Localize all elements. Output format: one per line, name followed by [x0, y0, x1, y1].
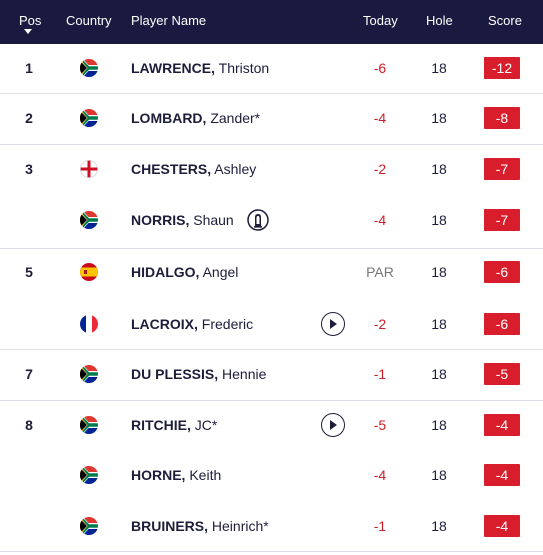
hole-number: 18 — [431, 366, 447, 382]
today-score: -1 — [373, 518, 387, 534]
spain-flag-icon — [80, 263, 98, 281]
south-africa-flag-icon — [80, 365, 98, 383]
player-first-name: Hennie — [218, 366, 267, 382]
row-divider — [0, 248, 543, 249]
hole-number: 18 — [431, 264, 447, 280]
player-surname: LACROIX, — [131, 316, 198, 332]
today-score: -6 — [373, 60, 387, 76]
player-first-name: Keith — [185, 467, 222, 483]
hole-number: 18 — [431, 467, 447, 483]
hole-number: 18 — [431, 518, 447, 534]
south-africa-flag-icon — [80, 59, 98, 77]
player-surname: HIDALGO, — [131, 264, 200, 280]
play-video-icon[interactable] — [321, 413, 345, 437]
player-first-name: Zander* — [206, 110, 261, 126]
south-africa-flag-icon — [80, 416, 98, 434]
hole-number: 18 — [431, 110, 447, 126]
player-name[interactable]: RITCHIE, JC* — [131, 416, 217, 434]
player-first-name: Ashley — [211, 161, 257, 177]
south-africa-flag-icon — [80, 211, 98, 229]
player-column-header[interactable]: Player Name — [131, 13, 207, 28]
total-score-badge: -6 — [484, 261, 520, 283]
player-name[interactable]: BRUINERS, Heinrich* — [131, 517, 269, 535]
today-score: -2 — [373, 316, 387, 332]
france-flag-icon — [80, 315, 98, 333]
player-first-name: Frederic — [197, 316, 254, 332]
position-label: 8 — [25, 417, 33, 433]
past-champion-icon — [247, 209, 269, 231]
today-score: -4 — [373, 467, 387, 483]
hole-number: 18 — [431, 417, 447, 433]
today-score: PAR — [366, 264, 394, 280]
hole-number: 18 — [431, 316, 447, 332]
sort-down-icon[interactable] — [24, 29, 32, 34]
player-first-name: Thriston — [215, 60, 270, 76]
hole-number: 18 — [431, 60, 447, 76]
score-column-header[interactable]: Score — [488, 13, 522, 28]
row-divider — [0, 400, 543, 401]
country-column-header[interactable]: Country — [66, 13, 112, 28]
pos-column-header[interactable]: Pos — [19, 13, 41, 34]
player-name[interactable]: NORRIS, Shaun — [131, 211, 234, 229]
player-surname: BRUINERS, — [131, 518, 209, 534]
play-video-icon[interactable] — [321, 312, 345, 336]
player-name[interactable]: HORNE, Keith — [131, 466, 221, 484]
player-name[interactable]: LOMBARD, Zander* — [131, 109, 260, 127]
player-surname: HORNE, — [131, 467, 186, 483]
south-africa-flag-icon — [80, 466, 98, 484]
total-score-badge: -5 — [484, 363, 520, 385]
player-surname: NORRIS, — [131, 212, 190, 228]
position-label: 2 — [25, 110, 33, 126]
row-divider — [0, 349, 543, 350]
total-score-badge: -4 — [484, 515, 520, 537]
position-label: 5 — [25, 264, 33, 280]
south-africa-flag-icon — [80, 517, 98, 535]
total-score-badge: -12 — [484, 57, 520, 79]
total-score-badge: -4 — [484, 414, 520, 436]
player-name[interactable]: LACROIX, Frederic — [131, 315, 253, 333]
position-label: 7 — [25, 366, 33, 382]
total-score-badge: -4 — [484, 464, 520, 486]
hole-number: 18 — [431, 161, 447, 177]
leaderboard-header: Pos Country Player Name Today Hole Score — [0, 0, 543, 44]
today-score: -1 — [373, 366, 387, 382]
hole-column-header[interactable]: Hole — [426, 13, 453, 28]
player-first-name: JC* — [190, 417, 218, 433]
player-first-name: Angel — [199, 264, 239, 280]
player-name[interactable]: CHESTERS, Ashley — [131, 160, 256, 178]
row-divider — [0, 551, 543, 552]
total-score-badge: -7 — [484, 158, 520, 180]
today-column-header[interactable]: Today — [363, 13, 398, 28]
player-surname: LAWRENCE, — [131, 60, 215, 76]
today-score: -4 — [373, 110, 387, 126]
player-name[interactable]: HIDALGO, Angel — [131, 263, 238, 281]
south-africa-flag-icon — [80, 109, 98, 127]
player-first-name: Shaun — [189, 212, 234, 228]
today-score: -2 — [373, 161, 387, 177]
total-score-badge: -6 — [484, 313, 520, 335]
position-label: 3 — [25, 161, 33, 177]
player-name[interactable]: LAWRENCE, Thriston — [131, 59, 269, 77]
player-name[interactable]: DU PLESSIS, Hennie — [131, 365, 266, 383]
player-surname: DU PLESSIS, — [131, 366, 219, 382]
row-divider — [0, 93, 543, 94]
today-score: -4 — [373, 212, 387, 228]
player-surname: LOMBARD, — [131, 110, 207, 126]
player-first-name: Heinrich* — [208, 518, 269, 534]
today-score: -5 — [373, 417, 387, 433]
hole-number: 18 — [431, 212, 447, 228]
row-divider — [0, 144, 543, 145]
player-surname: CHESTERS, — [131, 161, 212, 177]
player-surname: RITCHIE, — [131, 417, 191, 433]
total-score-badge: -7 — [484, 209, 520, 231]
england-flag-icon — [80, 160, 98, 178]
position-label: 1 — [25, 60, 33, 76]
total-score-badge: -8 — [484, 107, 520, 129]
